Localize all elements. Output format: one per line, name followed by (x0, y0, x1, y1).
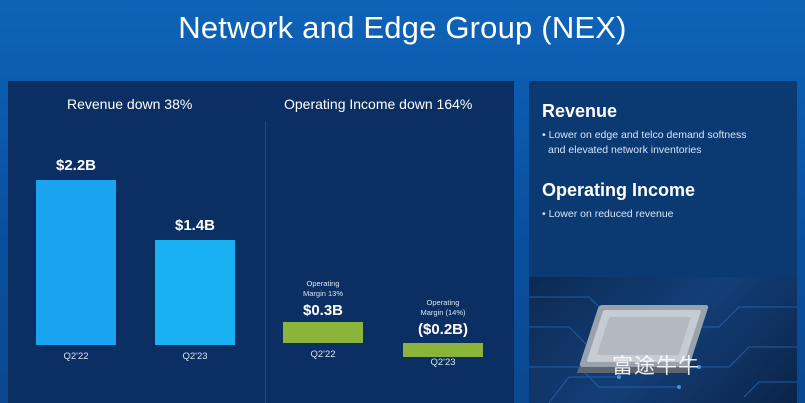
chart-divider (265, 121, 266, 403)
revenue-value-label: $2.2B (56, 157, 96, 174)
watermark-text: 富途牛牛 (612, 355, 700, 378)
revenue-bullet-line-1: • Lower on edge and telco demand softnes… (542, 129, 747, 141)
circuit-board-art (529, 296, 797, 403)
operating-income-category-label: Q2'23 (430, 357, 455, 368)
operating-income-bar-Q2'23 (403, 343, 483, 357)
operating-income-bullet: • Lower on reduced revenue (542, 208, 674, 220)
operating-margin-label: Operating (427, 298, 460, 307)
operating-margin-label: Operating (307, 279, 340, 288)
operating-margin-label: Margin 13% (303, 289, 343, 298)
revenue-heading: Revenue (542, 101, 618, 121)
revenue-chart-title: Revenue down 38% (67, 96, 193, 112)
operating-income-value-label: $0.3B (303, 302, 343, 319)
revenue-bar-Q2'22 (36, 180, 116, 345)
operating-income-chart-title: Operating Income down 164% (284, 96, 473, 112)
operating-income-value-label: ($0.2B) (418, 321, 468, 338)
page-title: Network and Edge Group (NEX) (178, 10, 627, 45)
charts-svg: $2.2BQ2'22$1.4BQ2'23$0.3BOperatingMargin… (36, 157, 483, 368)
revenue-bar-Q2'23 (155, 240, 235, 345)
revenue-category-label: Q2'22 (63, 351, 88, 362)
revenue-bullet-line-2: and elevated network inventories (548, 144, 702, 156)
operating-income-category-label: Q2'22 (310, 349, 335, 360)
revenue-value-label: $1.4B (175, 217, 215, 234)
charts-panel: Revenue down 38% Operating Income down 1… (8, 81, 514, 403)
processor-chip-image (529, 277, 797, 403)
revenue-category-label: Q2'23 (182, 351, 207, 362)
operating-income-bar-Q2'22 (283, 322, 363, 343)
chip-icon (576, 305, 709, 373)
summary-panel: Revenue • Lower on edge and telco demand… (529, 81, 797, 403)
operating-margin-label: Margin (14%) (420, 308, 466, 317)
operating-income-heading: Operating Income (542, 180, 696, 200)
